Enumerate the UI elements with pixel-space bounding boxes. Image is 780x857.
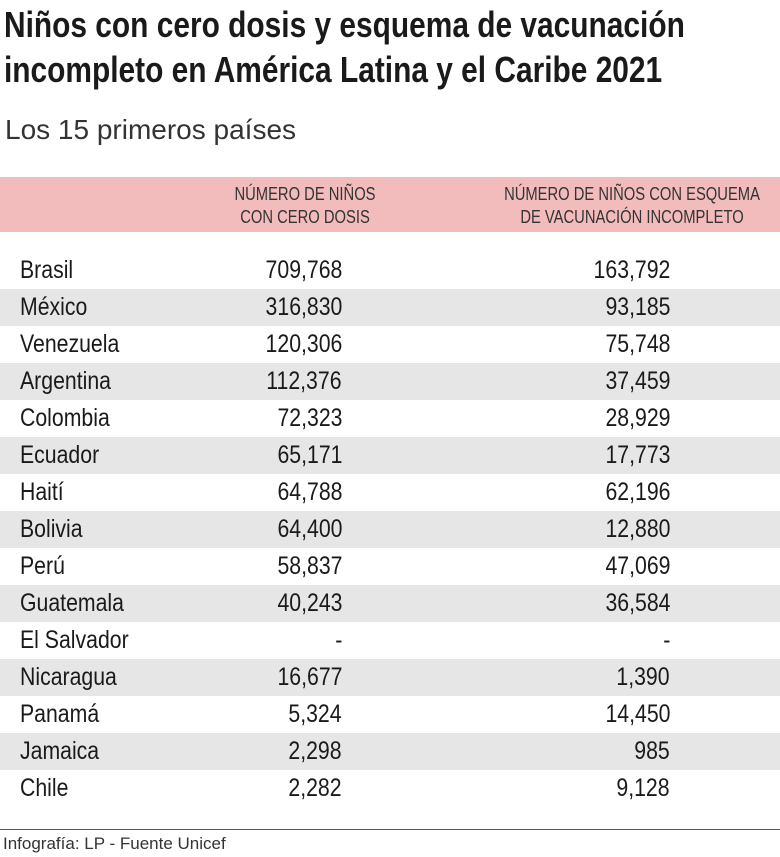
- cell-value: -: [662, 626, 670, 654]
- cell-value: 163,792: [593, 256, 670, 284]
- country: Guatemala: [20, 589, 124, 617]
- cell-value: 120,306: [265, 330, 342, 358]
- country: Venezuela: [20, 330, 120, 358]
- table-row: México 316,830 93,185: [0, 289, 780, 326]
- cell-value: 75,748: [605, 330, 670, 358]
- table-row: Bolivia 64,400 12,880: [0, 511, 780, 548]
- cell-value: 58,837: [277, 552, 342, 580]
- cell-value: 28,929: [605, 404, 670, 432]
- table-row: Jamaica 2,298 985: [0, 733, 780, 770]
- title: Niños con cero dosis y esquema de vacuna…: [4, 4, 685, 90]
- cell-value: 37,459: [605, 367, 670, 395]
- country: Panamá: [20, 700, 100, 728]
- cell-value: 40,243: [277, 589, 342, 617]
- table-row: Guatemala 40,243 36,584: [0, 585, 780, 622]
- subtitle: Los 15 primeros países: [5, 114, 297, 145]
- country: Ecuador: [20, 441, 100, 469]
- table-row: Colombia 72,323 28,929: [0, 400, 780, 437]
- cell-value: 5,324: [288, 700, 342, 728]
- country: Bolivia: [20, 515, 83, 543]
- table-row: Nicaragua 16,677 1,390: [0, 659, 780, 696]
- column-header: NÚMERO DE NIÑOS CON CERO DOSIS: [234, 184, 376, 227]
- cell-value: 47,069: [605, 552, 670, 580]
- table-row: Haití 64,788 62,196: [0, 474, 780, 511]
- cell-value: 64,788: [277, 478, 342, 506]
- cell-value: 2,298: [288, 737, 342, 765]
- table-row: Perú 58,837 47,069: [0, 548, 780, 585]
- table-row: Venezuela 120,306 75,748: [0, 326, 780, 363]
- country: Haití: [20, 478, 64, 506]
- cell-value: 16,677: [277, 663, 342, 691]
- country: Chile: [20, 774, 69, 802]
- country: El Salvador: [20, 626, 129, 654]
- country: Argentina: [20, 367, 111, 395]
- country: Brasil: [20, 256, 74, 284]
- table-row: El Salvador - -: [0, 622, 780, 659]
- table-row: Brasil 709,768 163,792: [0, 252, 780, 289]
- cell-value: 112,376: [266, 367, 342, 395]
- cell-value: 62,196: [605, 478, 670, 506]
- cell-value: 316,830: [265, 293, 342, 321]
- cell-value: 72,323: [277, 404, 342, 432]
- cell-value: 9,128: [616, 774, 670, 802]
- cell-value: 93,185: [605, 293, 670, 321]
- country: Perú: [20, 552, 65, 580]
- cell-value: 1,390: [616, 663, 670, 691]
- cell-value: 709,768: [265, 256, 342, 284]
- table-row: Chile 2,282 9,128: [0, 770, 780, 807]
- cell-value: 12,880: [605, 515, 670, 543]
- footer: Infografía: LP - Fuente Unicef: [3, 834, 226, 853]
- country: Jamaica: [20, 737, 100, 765]
- column-header: NÚMERO DE NIÑOS CON ESQUEMA DE VACUNACIÓ…: [504, 184, 760, 227]
- table-row: Ecuador 65,171 17,773: [0, 437, 780, 474]
- table-row: Argentina 112,376 37,459: [0, 363, 780, 400]
- cell-value: 985: [634, 737, 670, 765]
- cell-value: 17,773: [605, 441, 670, 469]
- cell-value: 64,400: [277, 515, 342, 543]
- cell-value: 14,450: [605, 700, 670, 728]
- country: Nicaragua: [20, 663, 117, 691]
- cell-value: 36,584: [605, 589, 670, 617]
- cell-value: 2,282: [288, 774, 342, 802]
- cell-value: 65,171: [277, 441, 342, 469]
- header-band: [0, 177, 780, 232]
- footer-rule: [0, 829, 780, 830]
- table-row: Panamá 5,324 14,450: [0, 696, 780, 733]
- country: México: [20, 293, 88, 321]
- country: Colombia: [20, 404, 110, 432]
- cell-value: -: [334, 626, 342, 654]
